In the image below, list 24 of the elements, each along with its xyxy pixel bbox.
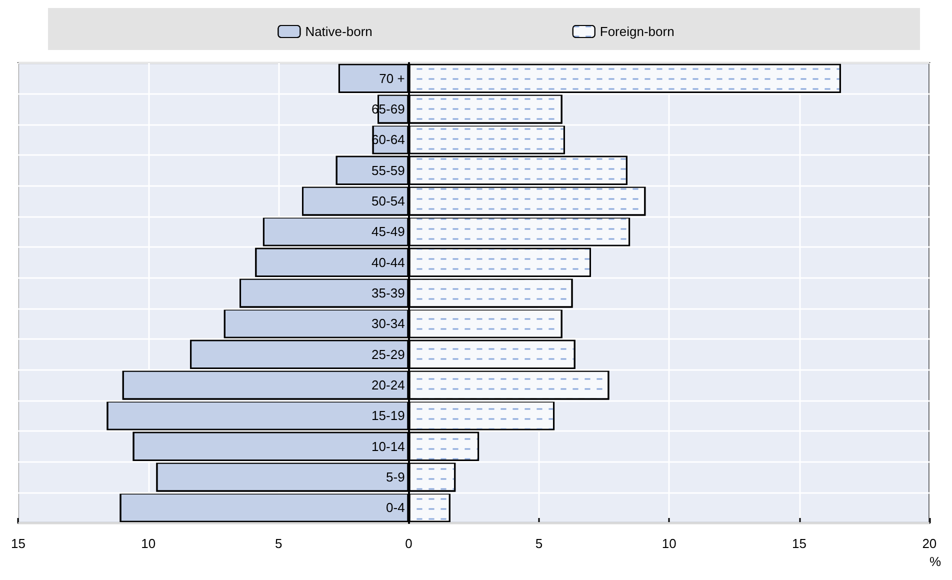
x-tick-label: 0 (405, 536, 412, 551)
y-tick-label: 15-19 (372, 408, 405, 424)
x-tick-label: 15 (10, 536, 26, 551)
y-tick-label: 30-34 (372, 316, 405, 332)
y-tick-label: 55-59 (372, 162, 405, 178)
x-axis-title: % (929, 554, 942, 569)
legend-label: Native-born (305, 24, 372, 39)
y-tick-label: 10-14 (372, 438, 405, 454)
y-tick-label: 35-39 (372, 286, 405, 300)
x-tick-label: 10 (662, 536, 676, 551)
x-tick-label: 20 (922, 536, 937, 551)
y-tick-label: 40-44 (372, 254, 405, 270)
x-tick-label: 5 (535, 536, 543, 551)
legend-label: Foreign-born (600, 24, 674, 39)
x-tick-label: 5 (274, 536, 282, 551)
y-tick-label: 45-49 (372, 224, 405, 240)
y-tick-label: 5-9 (386, 470, 405, 484)
y-tick-label: 25-29 (372, 346, 405, 362)
y-tick-label: 70 + (379, 70, 405, 86)
y-tick-label: 0-4 (386, 500, 405, 516)
y-tick-label: 50-54 (372, 194, 405, 208)
x-tick-label: 15 (792, 536, 806, 551)
y-tick-label: 20-24 (372, 378, 405, 392)
x-tick-label: 10 (141, 536, 156, 551)
